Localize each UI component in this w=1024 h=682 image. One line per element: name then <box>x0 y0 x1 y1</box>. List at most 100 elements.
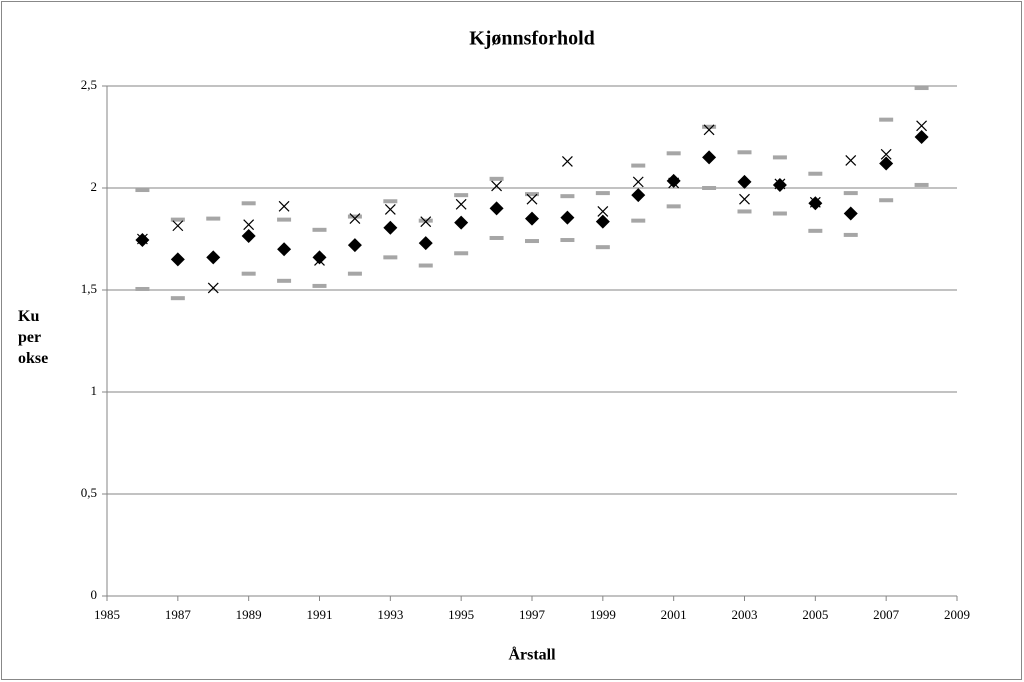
x-tick-label: 1987 <box>165 607 192 622</box>
dash-point <box>631 163 646 168</box>
x-point <box>243 219 255 231</box>
dash-point <box>666 151 681 156</box>
diamond-point <box>772 177 787 192</box>
dash-point <box>347 214 362 219</box>
x-point <box>526 193 538 205</box>
dash-point <box>666 204 681 209</box>
x-point <box>561 156 573 167</box>
diamond-point <box>525 211 539 226</box>
diamond-point <box>454 215 469 230</box>
dash-point <box>879 198 894 203</box>
dash-point <box>418 218 433 223</box>
x-tick-label: 1995 <box>448 607 474 622</box>
x-point <box>845 155 857 166</box>
dash-point <box>772 155 787 160</box>
dash-point <box>135 188 150 193</box>
dash-point <box>277 278 292 283</box>
dash-point <box>595 245 610 250</box>
x-tick-label: 1993 <box>377 607 403 622</box>
diamond-point <box>808 196 823 211</box>
dash-point <box>383 255 398 260</box>
dash-point <box>772 211 787 216</box>
diamond-point <box>170 252 185 267</box>
diamond-point <box>206 250 221 265</box>
dash-point <box>383 199 398 204</box>
x-point <box>349 213 361 225</box>
x-tick-label: 1989 <box>236 607 262 622</box>
diamond-point <box>914 130 929 144</box>
x-tick-label: 1985 <box>94 607 120 622</box>
dash-point <box>702 124 717 129</box>
x-point <box>136 233 148 245</box>
x-tick-label: 1997 <box>519 607 546 622</box>
x-point <box>420 216 432 228</box>
diamond-point <box>737 174 752 189</box>
dash-point <box>914 182 929 187</box>
diamond-point <box>241 228 256 243</box>
diamond-point <box>383 220 398 235</box>
y-axis-label: Ku per okse <box>18 308 49 367</box>
diamond-point <box>631 188 646 203</box>
x-point <box>703 124 715 136</box>
dash-point <box>489 176 504 181</box>
dash-point <box>170 296 185 301</box>
dash-point <box>525 239 539 244</box>
x-point <box>455 198 467 210</box>
x-point <box>668 177 680 189</box>
y-tick-label: 1 <box>91 383 98 398</box>
dash-point <box>560 238 575 243</box>
x-axis-label: Årstall <box>508 646 556 664</box>
dash-point <box>737 150 752 155</box>
dash-point <box>241 201 256 206</box>
x-point <box>278 200 290 212</box>
dash-point <box>843 232 858 237</box>
dash-point <box>454 193 469 198</box>
dash-point <box>241 271 256 276</box>
diamond-point <box>666 173 681 188</box>
diamond-point <box>843 206 858 221</box>
dash-point <box>595 191 610 196</box>
dash-point <box>206 216 221 221</box>
diamond-point <box>135 233 150 248</box>
dash-point <box>312 227 327 232</box>
x-point <box>880 148 892 160</box>
dash-point <box>454 251 469 256</box>
diamond-point <box>560 210 575 225</box>
x-point <box>491 180 503 192</box>
diamond-point <box>702 150 717 165</box>
dash-point <box>277 217 292 222</box>
x-point <box>632 176 644 188</box>
y-tick-label: 1,5 <box>81 281 97 296</box>
dash-point <box>808 228 823 233</box>
x-point <box>172 220 184 232</box>
dash-point <box>737 209 752 214</box>
x-tick-label: 1991 <box>307 607 333 622</box>
dash-point <box>170 217 185 222</box>
diamond-point <box>312 250 327 265</box>
x-point <box>384 203 396 215</box>
dash-point <box>418 263 433 268</box>
dash-point <box>560 194 575 199</box>
dash-point <box>135 286 150 291</box>
diamond-point <box>595 214 610 229</box>
dash-point <box>631 218 646 223</box>
diamond-point <box>879 156 894 171</box>
dash-point <box>347 271 362 276</box>
x-point <box>916 120 928 132</box>
x-point <box>314 254 325 266</box>
x-point <box>207 282 219 294</box>
x-point <box>809 196 821 208</box>
dash-point <box>914 86 929 91</box>
x-tick-label: 2003 <box>732 607 758 622</box>
diamond-point <box>489 201 504 216</box>
x-tick-label: 1999 <box>590 607 616 622</box>
dash-point <box>879 117 894 122</box>
diamond-point <box>347 238 362 253</box>
x-point <box>739 193 750 205</box>
x-tick-label: 2001 <box>661 607 687 622</box>
x-tick-label: 2007 <box>873 607 900 622</box>
chart-title: Kjønnsforhold <box>469 28 595 50</box>
dash-point <box>312 283 327 288</box>
